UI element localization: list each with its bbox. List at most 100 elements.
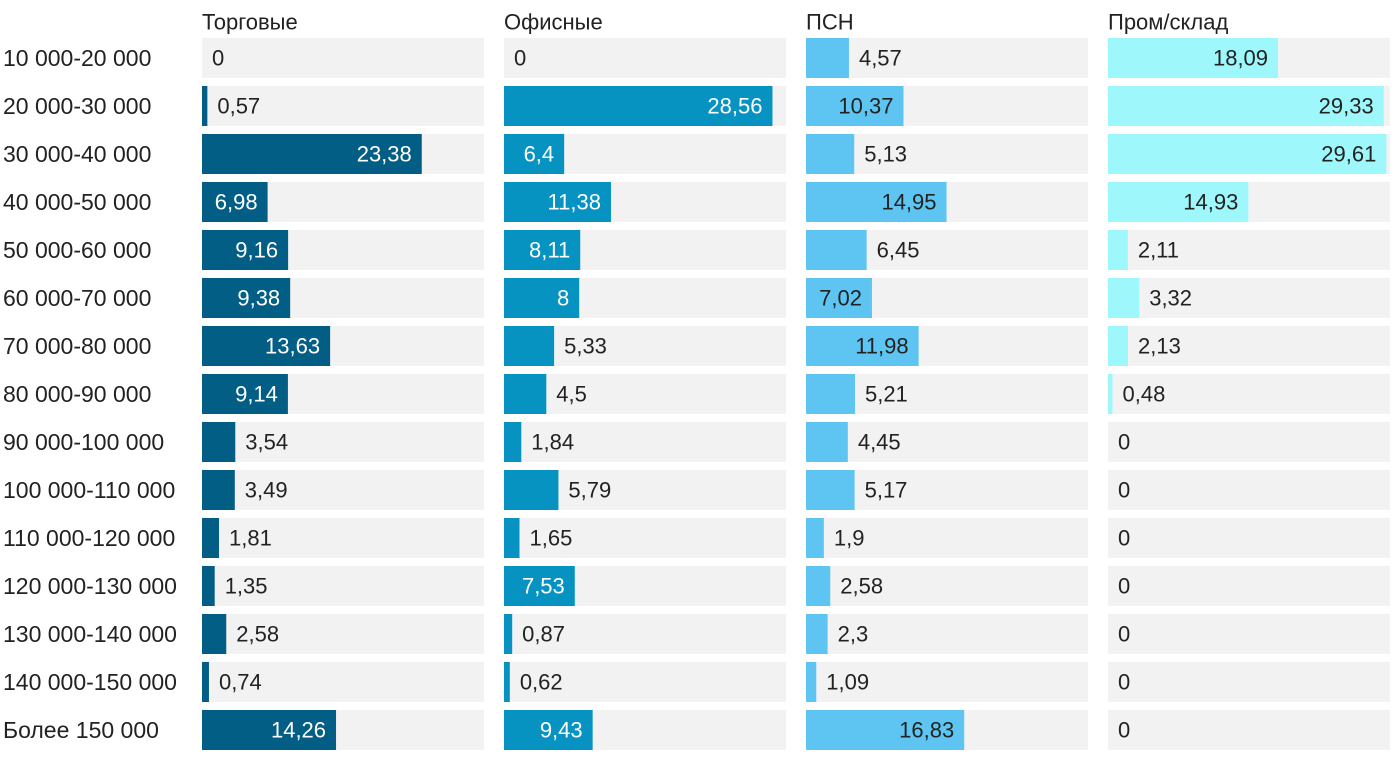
- data-label: 0: [1118, 430, 1130, 455]
- panel-title: Офисные: [504, 10, 603, 35]
- bar: [806, 86, 904, 126]
- bar: [806, 662, 817, 702]
- bar: [1108, 38, 1279, 78]
- bar: [806, 710, 965, 750]
- category-label: Более 150 000: [3, 717, 159, 743]
- data-label: 0,57: [217, 94, 260, 119]
- category-label: 30 000-40 000: [3, 141, 151, 167]
- bar-track: [504, 38, 786, 78]
- bar: [806, 422, 848, 462]
- category-label: 10 000-20 000: [3, 45, 151, 71]
- data-label: 4,57: [859, 46, 902, 71]
- bar: [806, 566, 831, 606]
- data-label: 0: [1118, 478, 1130, 503]
- bar: [806, 374, 855, 414]
- data-label: 1,84: [531, 430, 574, 455]
- bar-track: [1108, 230, 1390, 270]
- data-label: 14,26: [271, 718, 326, 743]
- data-label: 13,63: [265, 334, 320, 359]
- data-label: 1,81: [229, 526, 272, 551]
- category-label: 140 000-150 000: [3, 669, 177, 695]
- data-label: 0,62: [520, 670, 563, 695]
- bar: [1108, 86, 1384, 126]
- category-label: 60 000-70 000: [3, 285, 151, 311]
- data-label: 0: [1118, 574, 1130, 599]
- data-label: 2,11: [1138, 238, 1179, 263]
- bar: [1108, 230, 1128, 270]
- bar-track: [1108, 470, 1390, 510]
- bar: [202, 566, 215, 606]
- data-label: 5,79: [568, 478, 611, 503]
- bar: [1108, 374, 1113, 414]
- category-label: 120 000-130 000: [3, 573, 177, 599]
- bar: [504, 470, 559, 510]
- bar: [504, 326, 555, 366]
- bar-track: [504, 662, 786, 702]
- bar-track: [202, 470, 484, 510]
- data-label: 5,13: [864, 142, 907, 167]
- category-label: 70 000-80 000: [3, 333, 151, 359]
- bar-track: [202, 86, 484, 126]
- data-label: 8: [557, 286, 569, 311]
- data-label: 0: [1118, 718, 1130, 743]
- bar-track: [1108, 422, 1390, 462]
- data-label: 5,33: [564, 334, 607, 359]
- data-label: 7,02: [819, 286, 862, 311]
- bar: [202, 470, 235, 510]
- bar: [504, 374, 547, 414]
- bar-track: [1108, 614, 1390, 654]
- bar: [504, 182, 611, 222]
- bar-track: [202, 38, 484, 78]
- bar: [806, 230, 867, 270]
- bar-track: [504, 518, 786, 558]
- bar-track: [806, 518, 1088, 558]
- data-label: 0: [1118, 670, 1130, 695]
- bar-track: [1108, 710, 1390, 750]
- data-label: 0: [212, 46, 224, 71]
- bar: [806, 326, 919, 366]
- bar: [202, 710, 337, 750]
- data-label: 6,98: [215, 190, 258, 215]
- bar: [504, 134, 565, 174]
- data-label: 0,48: [1123, 382, 1166, 407]
- bar: [806, 518, 824, 558]
- data-label: 14,93: [1183, 190, 1238, 215]
- bar-track: [806, 614, 1088, 654]
- bar-track: [1108, 374, 1390, 414]
- data-label: 16,83: [899, 718, 954, 743]
- data-label: 8,11: [529, 238, 570, 263]
- bar: [504, 86, 773, 126]
- bar-track: [806, 662, 1088, 702]
- category-label: 50 000-60 000: [3, 237, 151, 263]
- data-label: 9,14: [235, 382, 278, 407]
- data-label: 0: [1118, 622, 1130, 647]
- data-label: 9,16: [235, 238, 278, 263]
- bar: [202, 230, 289, 270]
- bar: [806, 278, 872, 318]
- category-label: 20 000-30 000: [3, 93, 151, 119]
- panel-title: Торговые: [202, 10, 298, 35]
- bar: [202, 86, 208, 126]
- data-label: 6,45: [877, 238, 920, 263]
- data-label: 1,09: [826, 670, 869, 695]
- data-label: 18,09: [1213, 46, 1268, 71]
- category-label: 130 000-140 000: [3, 621, 177, 647]
- category-label: 80 000-90 000: [3, 381, 151, 407]
- bar: [202, 182, 268, 222]
- bar: [202, 614, 227, 654]
- data-label: 6,4: [524, 142, 555, 167]
- bar: [202, 518, 220, 558]
- data-label: 3,32: [1149, 286, 1192, 311]
- data-label: 10,37: [838, 94, 893, 119]
- data-label: 1,35: [225, 574, 268, 599]
- bar: [202, 326, 331, 366]
- bar-track: [1108, 326, 1390, 366]
- data-label: 4,5: [556, 382, 587, 407]
- panel-title: Пром/склад: [1108, 10, 1228, 35]
- bar: [504, 422, 522, 462]
- data-label: 9,43: [540, 718, 583, 743]
- data-label: 2,3: [838, 622, 869, 647]
- bar: [1108, 278, 1140, 318]
- data-label: 29,61: [1321, 142, 1376, 167]
